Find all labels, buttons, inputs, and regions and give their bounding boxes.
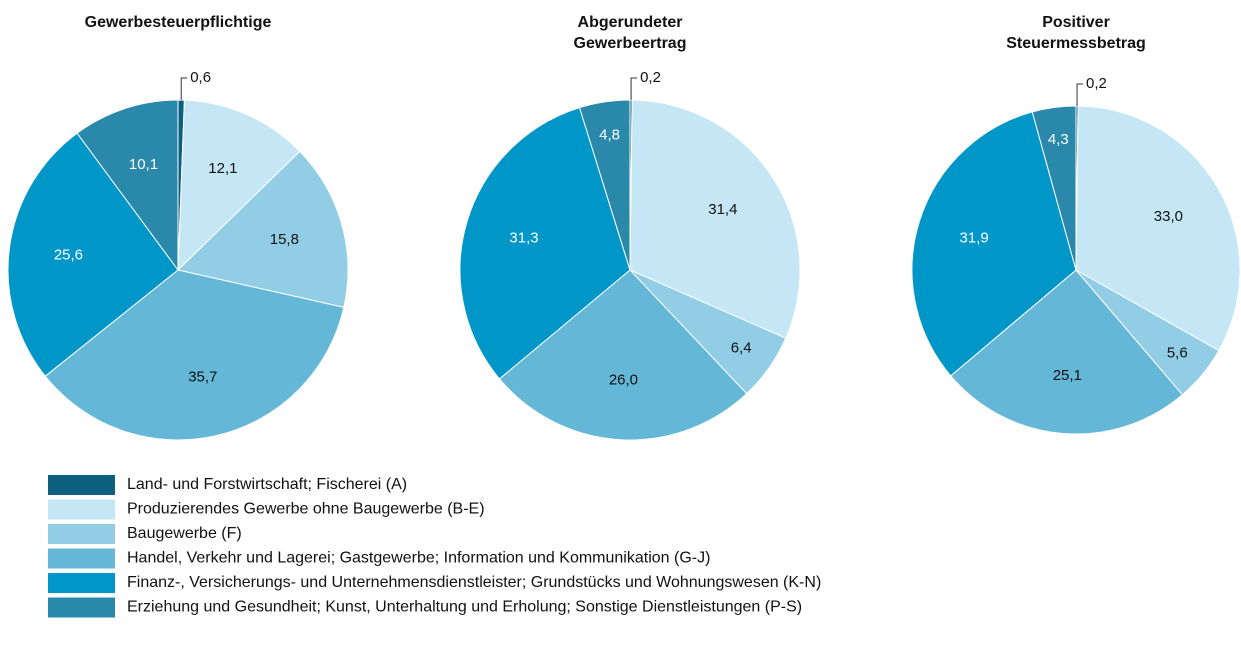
pie-slice <box>950 269 1184 435</box>
value-label: 35,7 <box>188 369 217 386</box>
pie-title: Gewerbesteuerpflichtige <box>84 14 272 31</box>
legend-swatch <box>48 573 115 593</box>
legend-label: Baugewerbe (F) <box>127 525 242 542</box>
legend-label: Produzierendes Gewerbe ohne Baugewerbe (… <box>127 501 485 518</box>
pie-slice <box>459 107 631 380</box>
value-label: 0,6 <box>190 69 211 86</box>
legend-swatch <box>48 499 115 520</box>
value-label: 25,6 <box>54 247 83 264</box>
pie-slice <box>629 99 801 339</box>
value-label: 0,2 <box>640 69 661 86</box>
legend-swatch <box>48 597 115 618</box>
pie-slice <box>1031 105 1077 271</box>
value-label: 10,1 <box>129 156 158 173</box>
value-label: 15,8 <box>270 231 299 248</box>
value-label: 31,4 <box>708 201 737 218</box>
pie-slice <box>76 99 179 272</box>
pie-slice <box>44 269 345 441</box>
value-label: 25,1 <box>1053 367 1082 384</box>
value-label: 5,6 <box>1167 344 1188 361</box>
value-label: 31,3 <box>509 230 538 247</box>
value-label: 4,8 <box>599 127 620 144</box>
legend-label: Handel, Verkehr und Lagerei; Gastgewerbe… <box>127 550 710 567</box>
pie-slice <box>911 111 1077 377</box>
value-label: 33,0 <box>1154 208 1183 225</box>
pie-slice <box>578 99 631 271</box>
pie-slice <box>176 150 349 308</box>
value-label: 0,2 <box>1086 75 1107 92</box>
legend-label: Erziehung und Gesundheit; Kunst, Unterha… <box>127 599 802 616</box>
legend-label: Land- und Forstwirtschaft; Fischerei (A) <box>127 476 407 493</box>
leader-line <box>630 77 638 101</box>
legend-swatch <box>48 475 115 495</box>
pie-slice <box>1075 105 1241 352</box>
legend-swatch <box>48 548 115 569</box>
pie-title: Positiver Steuermessbetrag <box>1006 14 1146 52</box>
legend-label: Finanz-, Versicherungs- und Unternehmens… <box>127 574 821 591</box>
pie-slice <box>7 132 179 377</box>
value-label: 26,0 <box>609 371 638 388</box>
pie-slice <box>177 99 301 272</box>
value-label: 6,4 <box>731 339 752 356</box>
pie-title: Abgerundeter Gewerbeertrag <box>573 14 687 52</box>
leader-line <box>1076 83 1084 107</box>
legend-swatch <box>48 524 115 544</box>
value-label: 12,1 <box>208 160 237 177</box>
value-label: 4,3 <box>1048 131 1069 148</box>
pie-slice <box>498 269 748 441</box>
value-label: 31,9 <box>960 229 989 246</box>
leader-line <box>180 77 188 101</box>
